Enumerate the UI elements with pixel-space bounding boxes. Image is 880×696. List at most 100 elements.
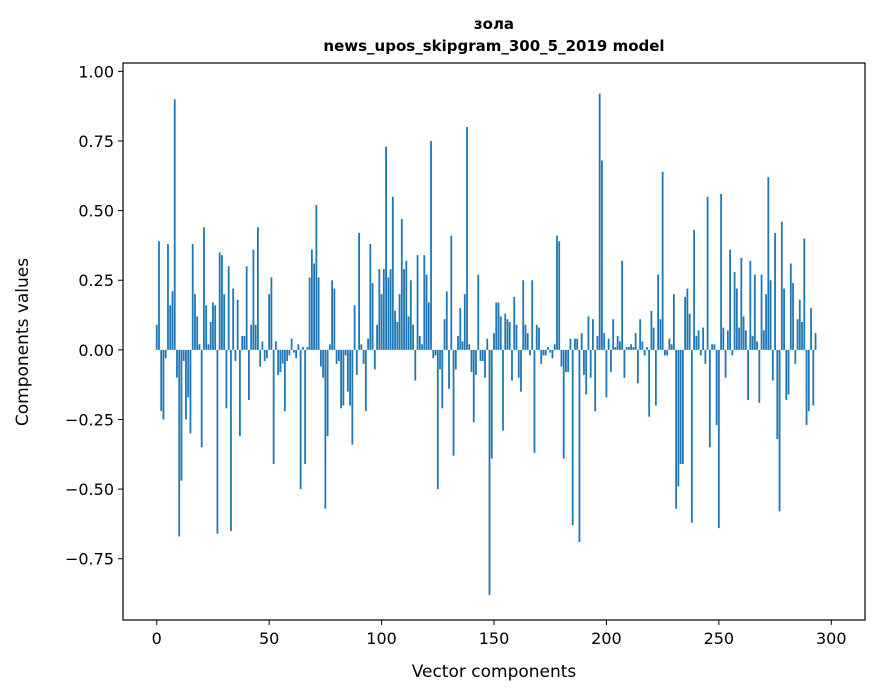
bar (216, 349, 219, 534)
bar (167, 244, 169, 350)
bar (160, 349, 163, 412)
bar (457, 335, 459, 350)
bar (169, 305, 172, 350)
bar (688, 313, 691, 350)
bar (589, 349, 592, 378)
bar (760, 274, 763, 350)
bar (585, 349, 588, 395)
bar (250, 324, 253, 350)
bar (547, 347, 549, 350)
bar (225, 349, 228, 409)
bar (789, 263, 792, 350)
bar (610, 349, 612, 373)
bar (281, 349, 284, 364)
y-tick-label: −0.75 (65, 550, 114, 569)
bar (243, 335, 246, 350)
bar (319, 349, 322, 367)
bar (439, 349, 441, 370)
bar (677, 349, 680, 487)
bar (261, 341, 264, 350)
bar (382, 269, 385, 350)
bar (542, 349, 545, 356)
bar (349, 349, 351, 406)
bar (744, 330, 747, 350)
bar (596, 335, 599, 350)
bar (286, 349, 289, 361)
y-tick-label: −0.25 (65, 410, 114, 429)
bar (367, 338, 369, 350)
bar (756, 341, 758, 350)
bar (301, 347, 304, 350)
bar (758, 349, 761, 403)
bar (767, 177, 770, 350)
bar (670, 344, 673, 350)
bar (257, 227, 259, 350)
bar (592, 319, 594, 350)
bar (288, 349, 291, 356)
bar (335, 349, 338, 364)
bar (394, 310, 396, 350)
bar (814, 333, 817, 350)
bar (230, 349, 232, 531)
bar (272, 349, 275, 465)
bar (810, 308, 812, 350)
bar (194, 294, 196, 350)
bar (412, 324, 414, 350)
bar (567, 349, 570, 373)
bar (466, 127, 468, 350)
bar (526, 333, 529, 350)
bar (369, 244, 372, 350)
bar (297, 344, 300, 350)
bar (227, 266, 230, 350)
bar (313, 263, 316, 350)
bar (717, 349, 720, 529)
bar (675, 349, 678, 509)
bar (502, 349, 504, 431)
x-tick-label: 50 (259, 629, 279, 648)
bar (180, 349, 183, 481)
bar (310, 249, 313, 350)
bar (331, 280, 334, 350)
bar (315, 205, 318, 350)
bar (423, 255, 426, 350)
bar (643, 349, 646, 356)
bar (695, 335, 698, 350)
y-tick-label: 1.00 (78, 62, 114, 81)
bar (450, 235, 453, 350)
bar (317, 277, 320, 350)
bar (346, 349, 349, 392)
bar (481, 349, 484, 361)
bar (198, 344, 201, 350)
bar (418, 335, 421, 350)
bar (560, 349, 563, 367)
bar (751, 335, 754, 350)
chart-subtitle: news_upos_skipgram_300_5_2019 model (323, 37, 664, 55)
bar (672, 294, 675, 350)
bar (434, 349, 437, 356)
bar (803, 238, 806, 350)
bar (668, 338, 671, 350)
bar (414, 349, 417, 381)
bar (513, 296, 516, 350)
bar (205, 305, 208, 350)
bar (277, 349, 280, 375)
bar (681, 349, 684, 465)
bar (702, 327, 705, 350)
bar (511, 349, 513, 381)
bar (663, 349, 666, 356)
bar (711, 344, 713, 350)
bar (807, 349, 810, 412)
bar (704, 349, 707, 364)
bar (486, 338, 489, 350)
bar (479, 349, 482, 361)
bar (731, 349, 734, 356)
x-tick-label: 300 (816, 629, 847, 648)
bar (776, 349, 779, 439)
bar (171, 291, 174, 350)
bar (724, 349, 727, 378)
bar (328, 344, 331, 350)
bar (558, 241, 561, 350)
bar (263, 349, 266, 361)
bar (304, 349, 307, 465)
